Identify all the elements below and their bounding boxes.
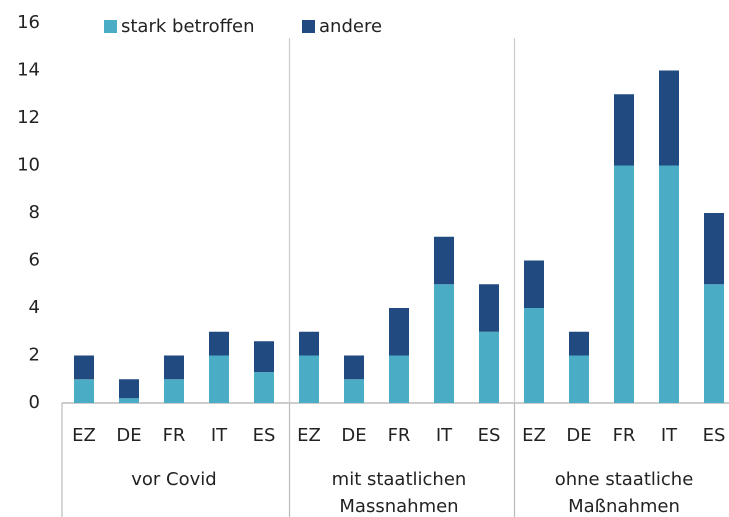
y-tick-label: 8	[29, 202, 40, 223]
bar-segment	[119, 379, 139, 399]
x-tick-label: FR	[163, 425, 186, 446]
y-tick-label: 10	[17, 155, 40, 176]
bar-segment	[569, 355, 589, 403]
x-tick-label: ES	[253, 425, 276, 446]
bar-segment	[119, 398, 139, 403]
y-tick-label: 16	[17, 12, 40, 33]
y-tick-label: 6	[29, 250, 40, 271]
y-tick-label: 14	[17, 60, 40, 81]
bar-segment	[434, 284, 454, 403]
bar-segment	[209, 355, 229, 403]
bar-segment	[389, 308, 409, 356]
bar-segment	[524, 308, 544, 403]
x-tick-label: EZ	[522, 425, 546, 446]
x-tick-label: FR	[613, 425, 636, 446]
y-tick-label: 4	[29, 297, 40, 318]
bar-segment	[299, 355, 319, 403]
group-label: vor Covid	[131, 469, 217, 490]
bar-segment	[479, 284, 499, 332]
bar-segment	[704, 284, 724, 403]
bar-segment	[74, 355, 94, 380]
x-tick-label: IT	[436, 425, 453, 446]
legend-label: andere	[319, 16, 382, 37]
bar-segment	[299, 331, 319, 356]
group-label: mit staatlichen Massnahmen	[331, 469, 467, 517]
bar-segment	[659, 70, 679, 166]
bar-segment	[704, 213, 724, 285]
y-tick-label: 12	[17, 107, 40, 128]
bar-segment	[434, 236, 454, 285]
bar-segment	[614, 94, 634, 166]
x-tick-label: DE	[116, 425, 141, 446]
bar-segment	[74, 379, 94, 403]
bar-segment	[479, 331, 499, 403]
bar-segment	[614, 165, 634, 403]
x-tick-label: FR	[388, 425, 411, 446]
bar-segment	[254, 372, 274, 403]
group-label: ohne staatliche Maßnahmen	[554, 469, 694, 517]
legend-swatch	[302, 20, 315, 33]
bar-segment	[524, 260, 544, 308]
y-tick-label: 0	[29, 392, 40, 413]
x-tick-label: EZ	[297, 425, 321, 446]
x-tick-label: EZ	[72, 425, 96, 446]
x-tick-label: DE	[566, 425, 591, 446]
bar-segment	[389, 355, 409, 403]
x-tick-label: ES	[703, 425, 726, 446]
bar-segment	[344, 355, 364, 380]
x-tick-label: IT	[211, 425, 228, 446]
bar-segment	[344, 379, 364, 403]
bar-segment	[569, 331, 589, 356]
bar-segment	[659, 165, 679, 403]
bar-segment	[209, 331, 229, 356]
x-tick-label: DE	[341, 425, 366, 446]
x-tick-label: IT	[661, 425, 678, 446]
bar-segment	[164, 379, 184, 403]
legend-swatch	[104, 20, 117, 33]
legend-label: stark betroffen	[121, 16, 254, 37]
bar-segment	[164, 355, 184, 380]
bar-segment	[254, 341, 274, 373]
y-tick-label: 2	[29, 345, 40, 366]
x-tick-label: ES	[478, 425, 501, 446]
